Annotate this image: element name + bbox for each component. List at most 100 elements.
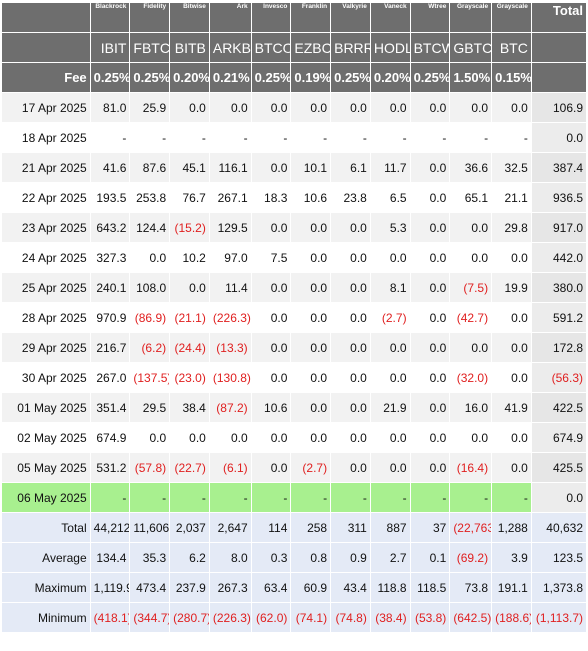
row-date: 01 May 2025 (1, 392, 91, 423)
flow-value: 0.0 (491, 422, 532, 453)
flow-value: 45.1 (169, 152, 210, 183)
summary-value: 0.3 (250, 542, 292, 573)
flow-value: 19.9 (491, 272, 532, 303)
flow-value: - (250, 482, 292, 513)
summary-label: Average (1, 542, 91, 573)
ticker-label: EZBC (290, 32, 332, 63)
flow-value: 0.0 (330, 452, 371, 483)
row-date: 06 May 2025 (1, 482, 91, 513)
flow-value: 11.7 (369, 152, 411, 183)
summary-value: (62.0) (250, 602, 292, 633)
issuer-label: Wtree (409, 2, 451, 33)
summary-value: (418.1) (89, 602, 131, 633)
issuer-label: Bitwise (169, 2, 210, 33)
ticker-label: ARKB (208, 32, 252, 63)
flow-value: (6.2) (129, 332, 171, 363)
flow-value: - (409, 122, 451, 153)
flow-value: 643.2 (89, 212, 131, 243)
flow-value: 0.0 (449, 92, 493, 123)
flow-value: 0.0 (409, 182, 451, 213)
fee-value: 0.25% (409, 62, 451, 93)
flow-value: 0.0 (330, 422, 371, 453)
flow-value: 21.9 (369, 392, 411, 423)
flow-value: 0.0 (409, 242, 451, 273)
flow-value: 0.0 (491, 362, 532, 393)
flow-value: - (449, 122, 493, 153)
summary-value: 267.3 (208, 572, 252, 603)
summary-value: 311 (330, 512, 371, 543)
flow-value: - (129, 122, 171, 153)
flow-value: 0.0 (369, 92, 411, 123)
flow-value: 0.0 (409, 362, 451, 393)
flow-value: 0.0 (491, 452, 532, 483)
summary-label: Maximum (1, 572, 91, 603)
summary-total: 1,373.8 (530, 572, 588, 603)
flow-value: 36.6 (449, 152, 493, 183)
flow-value: 267.0 (89, 362, 131, 393)
fee-value: 0.25% (129, 62, 171, 93)
flow-value: 0.0 (208, 422, 252, 453)
flow-value: 0.0 (409, 272, 451, 303)
summary-value: 191.1 (491, 572, 532, 603)
flow-value: 0.0 (409, 212, 451, 243)
flow-value: 0.0 (330, 212, 371, 243)
flow-value: - (330, 122, 371, 153)
summary-value: (22,763) (449, 512, 493, 543)
row-total: 0.0 (530, 482, 588, 513)
row-total: 106.9 (530, 92, 588, 123)
table-row: 02 May 2025 674.9 0.0 0.0 0.0 0.0 0.0 0.0 0.0 0.0… (1, 422, 588, 453)
issuer-label: Vaneck (369, 2, 411, 33)
flow-value: 87.6 (129, 152, 171, 183)
flow-value: - (330, 482, 371, 513)
flow-value: 0.0 (290, 92, 332, 123)
summary-value: 134.4 (89, 542, 131, 573)
flow-value: 0.0 (250, 302, 292, 333)
flow-value: (87.2) (208, 392, 252, 423)
flow-value: 0.0 (330, 242, 371, 273)
summary-value: 11,606 (129, 512, 171, 543)
flow-value: 0.0 (250, 212, 292, 243)
flow-value: 5.3 (369, 212, 411, 243)
flow-value: 0.0 (409, 152, 451, 183)
flow-value: 0.0 (250, 272, 292, 303)
summary-value: (642.5) (449, 602, 493, 633)
summary-value: 114 (250, 512, 292, 543)
row-total: 387.4 (530, 152, 588, 183)
issuer-label: Blackrock (89, 2, 131, 33)
flow-value: 10.6 (290, 182, 332, 213)
total-column-header: Total (530, 2, 588, 33)
flow-value: (7.5) (449, 272, 493, 303)
flow-value: 0.0 (290, 242, 332, 273)
row-date: 05 May 2025 (1, 452, 91, 483)
flow-value: 0.0 (290, 332, 332, 363)
fee-value: 0.20% (169, 62, 210, 93)
flow-value: - (129, 482, 171, 513)
ticker-label: BRRR (330, 32, 371, 63)
summary-value: (53.8) (409, 602, 451, 633)
summary-value: (344.7) (129, 602, 171, 633)
row-date: 21 Apr 2025 (1, 152, 91, 183)
flow-value: 65.1 (449, 182, 493, 213)
flow-value: 124.4 (129, 212, 171, 243)
flow-value: 0.0 (290, 422, 332, 453)
summary-value: (38.4) (369, 602, 411, 633)
summary-value: 2,037 (169, 512, 210, 543)
flow-value: 0.0 (369, 422, 411, 453)
issuer-label: Ark (208, 2, 252, 33)
summary-row: Maximum 1,119.9 473.4 237.9 267.3 63.4 60.9 43.… (1, 572, 588, 603)
flow-value: (16.4) (449, 452, 493, 483)
summary-value: 73.8 (449, 572, 493, 603)
summary-value: (69.2) (449, 542, 493, 573)
flow-value: 0.0 (449, 332, 493, 363)
fee-value: 0.25% (89, 62, 131, 93)
flow-value: 0.0 (330, 272, 371, 303)
flow-value: 10.1 (290, 152, 332, 183)
flow-value: 0.0 (250, 422, 292, 453)
flow-value: - (250, 122, 292, 153)
flow-value: 0.0 (129, 242, 171, 273)
flow-value: 108.0 (129, 272, 171, 303)
flow-value: - (208, 122, 252, 153)
table-row: 05 May 2025 531.2 (57.8) (22.7) (6.1) 0.0 (2.7… (1, 452, 588, 483)
flow-value: - (290, 122, 332, 153)
flow-value: - (369, 482, 411, 513)
